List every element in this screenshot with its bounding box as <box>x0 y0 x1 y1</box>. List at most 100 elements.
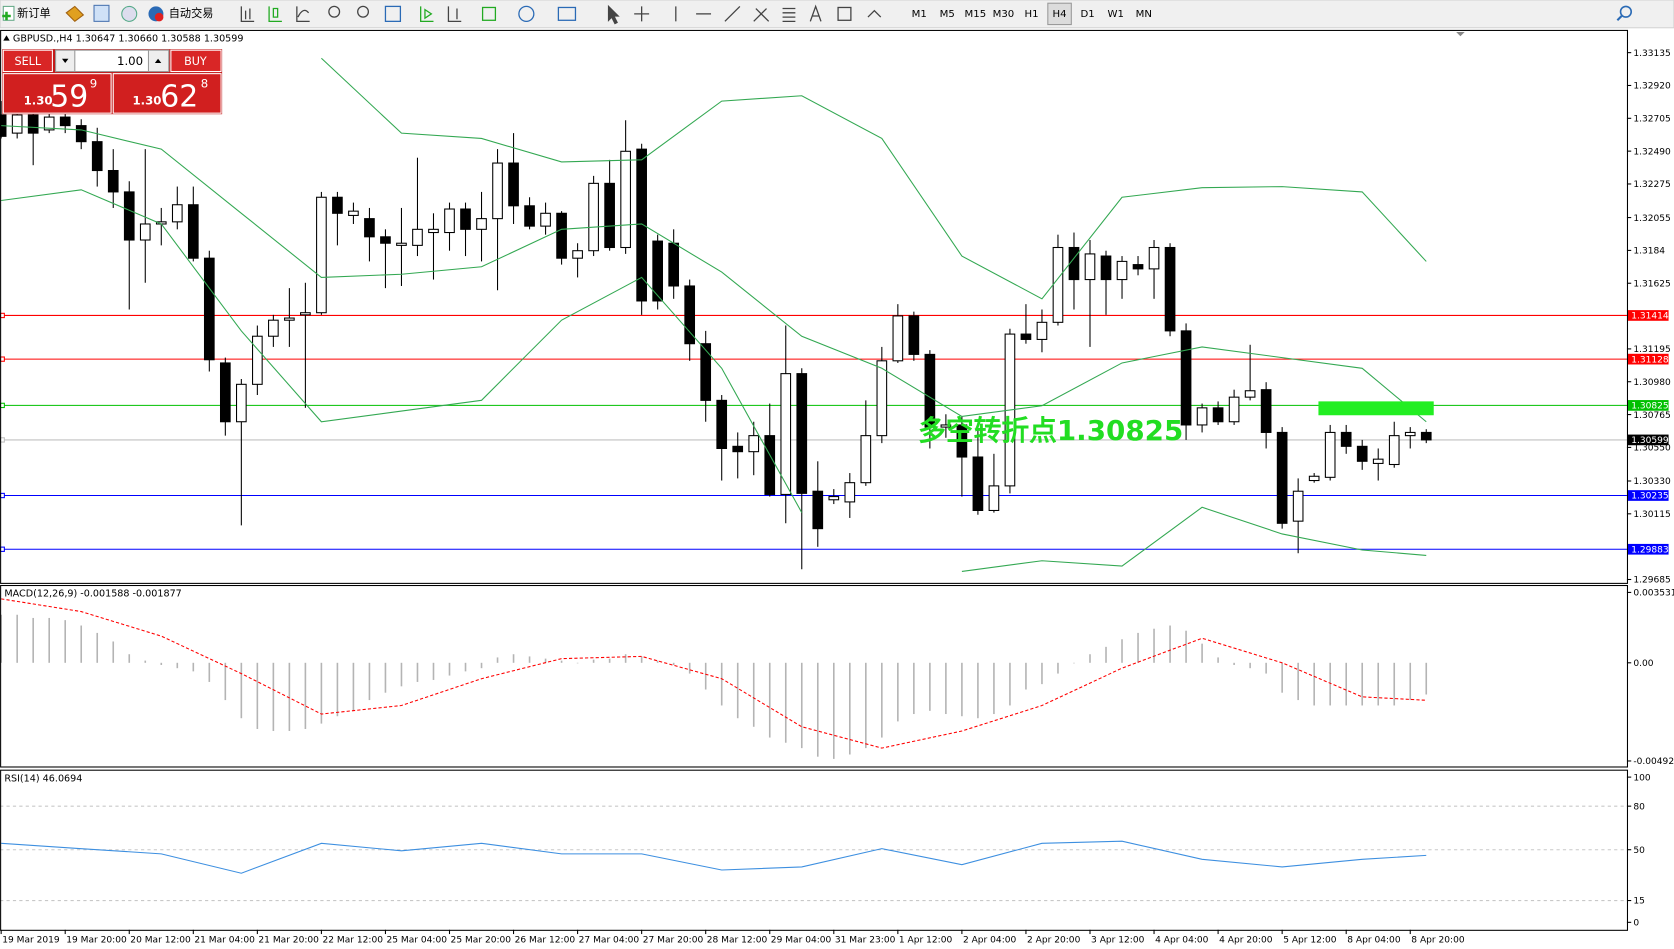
candle-body <box>1420 431 1432 441</box>
icon[interactable] <box>240 6 255 22</box>
candle-body <box>1404 431 1416 437</box>
search-icon <box>1616 15 1623 22</box>
icon[interactable] <box>268 6 282 22</box>
new-order-button[interactable]: 新订单 <box>2 5 51 21</box>
buy-button[interactable] <box>170 49 222 73</box>
candle-body <box>1372 458 1384 464</box>
candle-body <box>187 204 199 259</box>
icon[interactable] <box>384 5 402 22</box>
x-tick-label: 22 Mar 12:00 <box>322 936 383 946</box>
histogram-bar <box>1025 662 1027 690</box>
timeframe-button[interactable]: M30 <box>993 9 1015 20</box>
icon[interactable] <box>328 5 341 18</box>
icon[interactable] <box>782 7 796 22</box>
auto-trading-button[interactable]: 自动交易 <box>148 6 214 22</box>
candle-body <box>75 125 87 143</box>
timeframe-button[interactable]: D1 <box>1081 9 1095 20</box>
y-tick-label: 1.30550 <box>1633 444 1671 454</box>
ask-box[interactable] <box>112 73 222 114</box>
candle-body <box>780 373 792 495</box>
timeframe-button[interactable]: M5 <box>940 9 955 20</box>
histogram-bar <box>320 662 323 724</box>
y-tick-label: 1.32055 <box>1633 214 1670 224</box>
candle-body <box>716 399 728 450</box>
histogram-bar <box>688 662 691 674</box>
histogram-bar <box>1217 657 1219 663</box>
icon <box>154 58 162 63</box>
candle-body <box>1340 431 1352 447</box>
histogram-bar <box>1297 662 1299 701</box>
candle-body <box>1148 246 1160 270</box>
y-tick-label: 1.30765 <box>1633 411 1670 421</box>
histogram-bar <box>704 662 707 690</box>
bid-box[interactable] <box>2 73 112 114</box>
timeframe-button[interactable]: M15 <box>965 9 987 20</box>
timeframe-button[interactable]: H1 <box>1024 9 1038 20</box>
icon[interactable] <box>296 6 310 22</box>
candle-body <box>203 257 215 361</box>
timeframe-button[interactable]: W1 <box>1107 9 1123 20</box>
y-tick-label: 1.31625 <box>1633 279 1670 289</box>
histogram-bar <box>736 662 739 719</box>
candle-body <box>684 285 696 345</box>
icon <box>2 11 11 21</box>
y-tick-label: 15 <box>1633 897 1645 907</box>
icon[interactable] <box>837 6 852 21</box>
histogram-bar <box>1121 639 1123 663</box>
y-tick-label: 80 <box>1633 802 1645 812</box>
icon[interactable] <box>724 5 741 22</box>
auto-trading-label: 自动交易 <box>169 6 214 20</box>
icon[interactable] <box>481 6 497 21</box>
indicator-line <box>1 840 1427 874</box>
search-icon[interactable] <box>1619 5 1633 18</box>
candle-body <box>284 317 295 321</box>
plots: 1.33135 1.32920 1.32705 1.32490 1.32275 1.320… <box>0 49 1674 946</box>
icon[interactable] <box>93 4 110 22</box>
icon[interactable] <box>65 5 85 23</box>
histogram-bar <box>1089 654 1091 663</box>
x-tick-label: 20 Mar 12:00 <box>130 936 191 946</box>
x-tick-label: 25 Mar 20:00 <box>451 936 512 946</box>
sell-button[interactable] <box>2 49 53 73</box>
y-tick-label: 1.33135 <box>1633 49 1670 59</box>
icon[interactable] <box>634 6 650 22</box>
candle-body <box>1116 260 1128 281</box>
candle-body <box>236 383 247 423</box>
icon[interactable] <box>420 6 434 22</box>
x-tick-label: 29 Mar 04:00 <box>771 936 832 946</box>
histogram-bar <box>865 662 867 749</box>
level-label-bg <box>1628 353 1669 365</box>
candle-body <box>588 182 599 252</box>
candle-body <box>828 496 840 501</box>
icon[interactable] <box>867 9 882 18</box>
active-timeframe[interactable] <box>1047 2 1072 26</box>
icon[interactable] <box>357 5 370 18</box>
x-tick-label: 28 Mar 12:00 <box>707 936 768 946</box>
histogram-bar <box>961 662 963 717</box>
icon[interactable] <box>518 5 535 22</box>
candle-body <box>1036 321 1048 340</box>
icon[interactable] <box>121 5 138 22</box>
x-tick-label: 2 Apr 20:00 <box>1027 936 1081 946</box>
icon[interactable] <box>447 6 462 22</box>
icon[interactable] <box>809 4 822 22</box>
icon[interactable] <box>557 6 577 21</box>
icon[interactable] <box>607 4 620 25</box>
y-tick-label: 50 <box>1633 846 1645 856</box>
candle-body <box>364 218 375 238</box>
indicator-line <box>1 189 1427 572</box>
candle-body <box>91 141 103 172</box>
histogram-bar <box>977 662 979 719</box>
x-tick-label: 19 Mar 20:00 <box>66 936 127 946</box>
timeframe-button[interactable]: MN <box>1136 9 1152 20</box>
histogram-bar <box>112 641 115 663</box>
candle-body <box>1388 435 1400 466</box>
candle-body <box>844 482 856 503</box>
timeframe-button[interactable]: M1 <box>912 9 927 20</box>
timeframe-button[interactable]: H4 <box>1053 9 1067 20</box>
candle-body <box>252 335 263 385</box>
candle-body <box>1068 246 1080 281</box>
icon[interactable] <box>753 8 770 22</box>
